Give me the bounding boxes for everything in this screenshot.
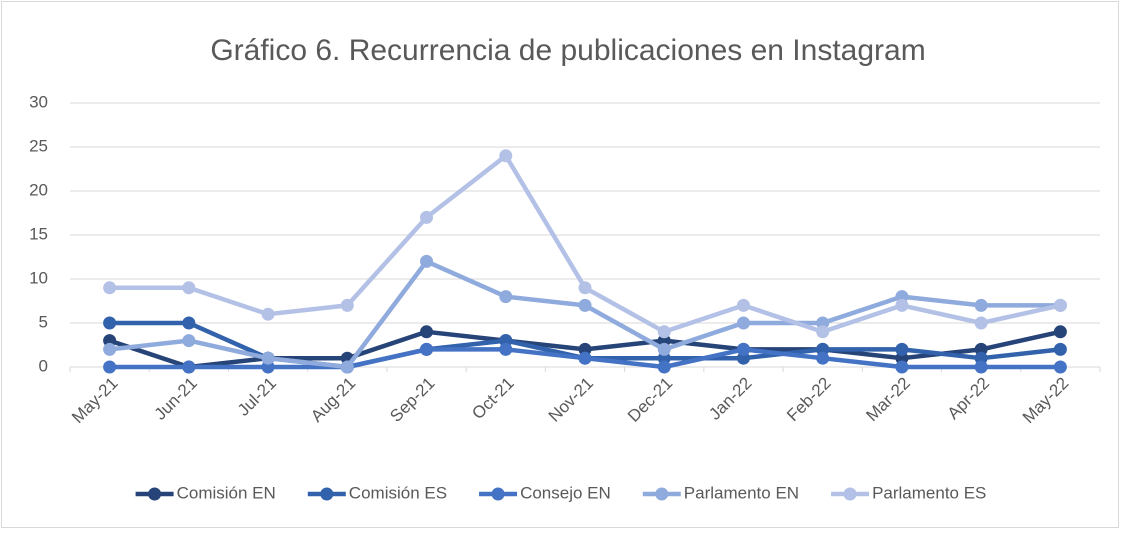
data-point (1053, 298, 1067, 312)
data-point (657, 360, 671, 374)
data-point (340, 298, 354, 312)
data-point (103, 316, 117, 330)
data-point (895, 342, 909, 356)
data-point (895, 298, 909, 312)
legend-label: Parlamento ES (872, 483, 986, 502)
data-point (103, 360, 117, 374)
data-point (816, 351, 830, 365)
data-point (895, 360, 909, 374)
data-point (499, 149, 513, 163)
legend-label: Consejo EN (520, 483, 611, 502)
legend-marker (320, 487, 334, 501)
legend-marker (843, 487, 857, 501)
data-point (657, 342, 671, 356)
data-point (657, 325, 671, 339)
legend-label: Comisión ES (349, 483, 447, 502)
data-point (578, 281, 592, 295)
y-tick-label: 10 (29, 268, 48, 287)
y-tick-label: 5 (39, 312, 48, 331)
data-point (420, 342, 434, 356)
data-point (182, 334, 196, 348)
data-point (736, 316, 750, 330)
data-point (182, 316, 196, 330)
data-point (816, 325, 830, 339)
data-point (182, 281, 196, 295)
legend-label: Comisión EN (177, 483, 276, 502)
y-tick-label: 30 (29, 92, 48, 111)
data-point (1053, 342, 1067, 356)
y-tick-label: 20 (29, 180, 48, 199)
legend-label: Parlamento EN (684, 483, 799, 502)
data-point (499, 290, 513, 304)
data-point (261, 307, 275, 321)
data-point (1053, 325, 1067, 339)
data-point (736, 342, 750, 356)
legend-marker (655, 487, 669, 501)
y-tick-label: 25 (29, 136, 48, 155)
chart-title: Gráfico 6. Recurrencia de publicaciones … (210, 34, 925, 67)
data-point (420, 254, 434, 268)
data-point (103, 281, 117, 295)
data-point (578, 298, 592, 312)
legend-marker (148, 487, 162, 501)
legend-marker (491, 487, 505, 501)
data-point (420, 210, 434, 224)
data-point (103, 342, 117, 356)
data-point (499, 342, 513, 356)
data-point (340, 360, 354, 374)
data-point (420, 325, 434, 339)
data-point (182, 360, 196, 374)
data-point (578, 351, 592, 365)
data-point (974, 316, 988, 330)
data-point (736, 298, 750, 312)
data-point (974, 360, 988, 374)
legend: Comisión EN Comisión ES Consejo EN Parlamen… (135, 483, 986, 502)
y-tick-label: 15 (29, 224, 48, 243)
data-point (261, 351, 275, 365)
data-point (1053, 360, 1067, 374)
y-tick-label: 0 (39, 356, 48, 375)
data-point (974, 298, 988, 312)
